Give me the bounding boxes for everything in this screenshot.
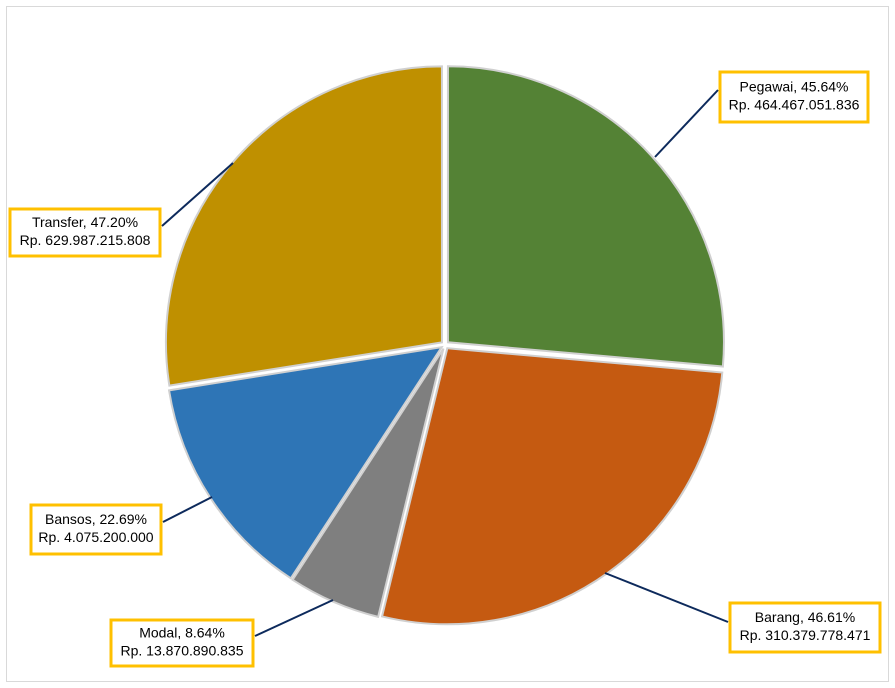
data-label: Bansos, 22.69% [45, 511, 147, 527]
data-label: Pegawai, 45.64% [740, 79, 849, 95]
pie-slice [446, 65, 725, 368]
leader-line [161, 162, 234, 227]
leader-line [254, 599, 334, 637]
data-label: Rp. 13.870.890.835 [121, 643, 244, 659]
label-box [8, 207, 162, 258]
leader-line [162, 496, 213, 523]
label-box [29, 503, 163, 556]
data-label: Barang, 46.61% [755, 609, 855, 625]
data-label: Transfer, 47.20% [32, 214, 138, 230]
data-label: Modal, 8.64% [139, 625, 225, 641]
data-label: Rp. 4.075.200.000 [38, 529, 153, 545]
data-label: Rp. 464.467.051.836 [729, 97, 860, 113]
pie-slice [291, 348, 445, 619]
leader-line [604, 572, 729, 623]
label-box [109, 618, 255, 668]
pie-slice [380, 347, 724, 626]
leader-line [654, 89, 719, 158]
data-label: Rp. 310.379.778.471 [740, 627, 871, 643]
data-label: Rp. 629.987.215.808 [20, 232, 151, 248]
label-box [718, 70, 870, 124]
label-box [728, 601, 882, 654]
